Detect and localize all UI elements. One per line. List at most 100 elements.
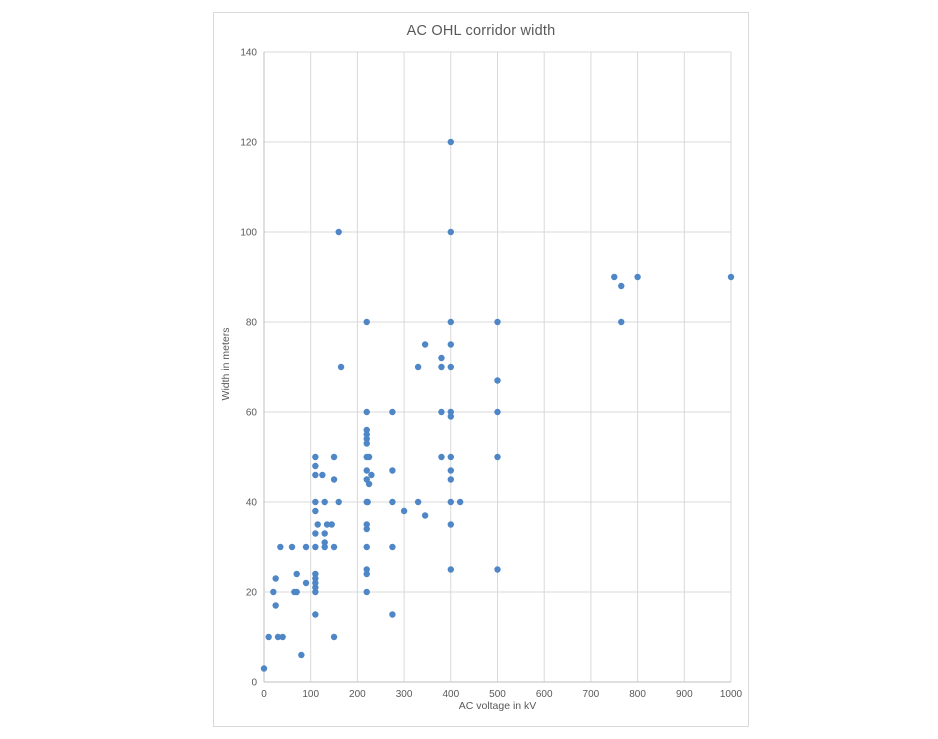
data-point xyxy=(277,543,284,551)
x-tick-label: 500 xyxy=(489,689,506,700)
data-point xyxy=(456,498,464,506)
data-point xyxy=(321,498,328,506)
data-point xyxy=(727,273,735,281)
data-point xyxy=(438,453,445,461)
data-point xyxy=(312,530,319,537)
x-tick-label: 700 xyxy=(583,689,600,700)
data-point xyxy=(447,408,454,416)
data-point xyxy=(302,579,310,587)
y-tick-label: 140 xyxy=(240,48,257,59)
y-tick-label: 120 xyxy=(240,138,257,149)
data-point xyxy=(365,453,373,461)
data-point xyxy=(363,426,370,434)
data-point xyxy=(302,543,310,551)
y-axis-title: Width in meters xyxy=(220,327,232,401)
data-point xyxy=(494,453,501,461)
data-point xyxy=(364,498,371,506)
data-point xyxy=(312,498,319,506)
data-point xyxy=(447,413,454,420)
data-point xyxy=(447,467,454,474)
data-point xyxy=(265,633,272,641)
data-point xyxy=(438,408,445,416)
data-point xyxy=(312,584,319,591)
y-tick-label: 100 xyxy=(240,228,257,239)
x-tick-label: 1000 xyxy=(720,689,743,700)
data-point xyxy=(389,498,396,506)
data-point xyxy=(447,228,454,236)
chart-area: AC OHL corridor width 0 100 200 300 400 500 60… xyxy=(213,12,749,727)
data-point xyxy=(270,588,277,596)
data-point xyxy=(312,588,319,596)
data-point xyxy=(618,318,625,326)
data-point xyxy=(321,543,328,551)
data-point xyxy=(494,377,501,384)
data-point xyxy=(260,665,268,672)
chart-title: AC OHL corridor width xyxy=(406,23,556,39)
data-point xyxy=(319,471,326,479)
x-tick-label: 400 xyxy=(442,689,459,700)
data-point xyxy=(494,566,501,573)
data-point xyxy=(335,228,342,236)
y-tick-label: 20 xyxy=(246,588,258,599)
data-point xyxy=(389,611,396,618)
x-tick-label: 200 xyxy=(349,689,366,700)
data-point xyxy=(363,435,370,443)
x-tick-label: 0 xyxy=(261,689,267,700)
data-point xyxy=(447,363,454,371)
data-point xyxy=(421,512,429,519)
data-point xyxy=(272,602,279,609)
data-point xyxy=(279,633,286,641)
data-point xyxy=(618,282,625,290)
data-point xyxy=(447,138,454,146)
y-tick-label: 80 xyxy=(246,318,258,329)
data-point xyxy=(323,521,331,528)
data-point xyxy=(330,453,338,461)
data-point xyxy=(447,318,454,326)
data-point xyxy=(438,354,445,362)
data-point xyxy=(363,543,370,551)
data-point xyxy=(447,341,454,348)
data-point xyxy=(363,467,370,474)
data-point xyxy=(421,341,429,348)
data-point xyxy=(363,431,370,438)
y-tick-label: 0 xyxy=(251,678,257,689)
data-point xyxy=(389,467,396,474)
data-point xyxy=(312,453,319,461)
data-point xyxy=(312,462,319,470)
data-point xyxy=(330,476,338,483)
data-point xyxy=(312,471,319,479)
data-point xyxy=(274,633,282,641)
x-tick-label: 800 xyxy=(629,689,646,700)
data-point xyxy=(298,651,305,659)
data-point xyxy=(438,363,445,371)
data-point xyxy=(312,507,319,515)
data-point xyxy=(447,476,454,483)
x-axis-title: AC voltage in kV xyxy=(458,700,537,712)
x-tick-label: 900 xyxy=(676,689,693,700)
data-point xyxy=(330,633,338,641)
data-point xyxy=(321,530,328,537)
data-point xyxy=(363,408,370,416)
data-point xyxy=(363,318,370,326)
data-point xyxy=(272,575,279,582)
data-point xyxy=(634,273,641,281)
data-point xyxy=(363,566,370,573)
data-point xyxy=(611,273,618,281)
data-point xyxy=(312,575,319,582)
data-point xyxy=(330,543,338,551)
data-point xyxy=(293,570,300,578)
data-point xyxy=(312,579,319,587)
data-point xyxy=(328,521,335,528)
y-tick-label: 60 xyxy=(246,408,258,419)
data-point xyxy=(447,498,454,506)
data-point xyxy=(363,440,370,447)
data-point xyxy=(414,498,422,506)
data-point xyxy=(447,566,454,573)
data-point xyxy=(321,539,328,546)
scatter-plot: 0 100 200 300 400 500 600 700 800 900 1000 0 20 40 60 8… xyxy=(240,48,743,701)
data-point xyxy=(363,588,370,596)
data-point xyxy=(335,498,342,506)
data-point xyxy=(312,543,319,551)
data-point xyxy=(494,318,501,326)
